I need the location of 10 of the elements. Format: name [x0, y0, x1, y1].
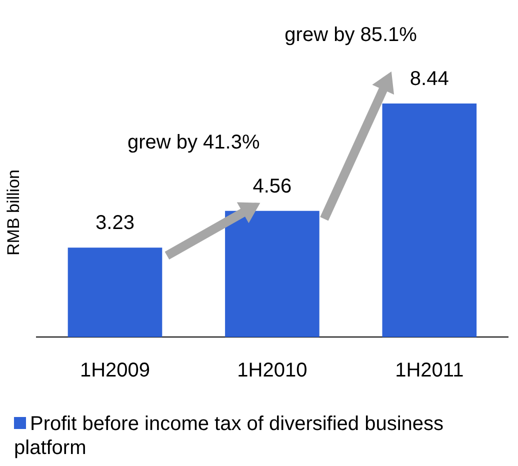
x-tick-label: 1H2009: [80, 360, 150, 382]
data-label: 4.56: [252, 175, 292, 198]
x-tick-label: 1H2010: [237, 360, 308, 382]
legend-label: Profit before income tax of diversified business platform: [14, 412, 445, 460]
y-axis-title: RMB billion: [4, 170, 23, 256]
data-label: 3.23: [96, 212, 134, 234]
x-tick-label: 1H2011: [395, 360, 464, 382]
annotation: grew by 41.3%: [127, 131, 260, 154]
data-label: 8.44: [410, 68, 449, 90]
text: grew by 85.1%: [284, 24, 418, 46]
